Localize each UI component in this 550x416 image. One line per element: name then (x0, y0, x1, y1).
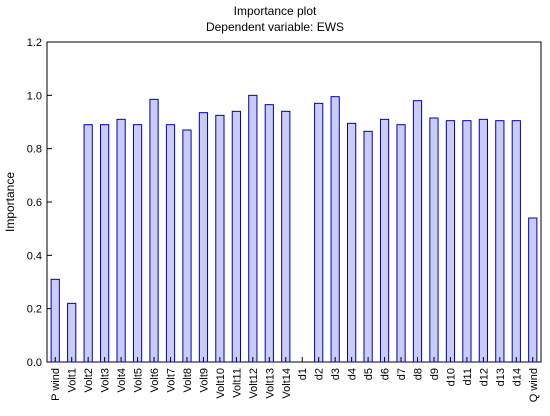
bar-volt9 (198, 112, 209, 363)
bar-q-wind (528, 217, 538, 363)
bar-d3 (330, 96, 340, 363)
bar-d13 (495, 120, 505, 363)
y-axis-label: Importance (3, 172, 17, 232)
chart-subtitle: Dependent variable: EWS (206, 20, 344, 34)
y-tick-label: 0.8 (27, 144, 42, 156)
x-tick-label: Volt8 (182, 368, 194, 392)
bar-d10 (445, 120, 456, 363)
x-tick-label: Volt5 (133, 368, 145, 392)
x-tick-label: Volt14 (281, 368, 293, 399)
x-tick-label: d13 (495, 368, 507, 386)
x-tick-label: d5 (363, 368, 375, 380)
bar-d7 (396, 124, 406, 363)
x-tick-label: P wind (50, 368, 62, 401)
bar-d2 (314, 102, 324, 363)
x-tick-label: Volt10 (215, 368, 227, 399)
bars-group (50, 94, 538, 363)
x-tick-label: d3 (330, 368, 342, 380)
bar-volt5 (132, 124, 143, 363)
bar-d14 (511, 120, 521, 363)
bar-d9 (429, 117, 439, 363)
bar-d6 (379, 118, 390, 363)
bar-d11 (462, 120, 472, 363)
bar-volt3 (100, 124, 110, 363)
bar-volt8 (182, 129, 192, 363)
x-tick-label: Q wind (528, 368, 540, 402)
x-tick-label: Volt6 (149, 368, 161, 392)
x-tick-label: Volt11 (231, 368, 243, 398)
y-tick-label: 1.0 (27, 90, 42, 102)
x-tick-label: d8 (413, 368, 425, 380)
y-tick-label: 0.6 (27, 197, 42, 209)
bar-d8 (412, 100, 423, 363)
y-tick-label: 1.2 (27, 37, 42, 49)
x-tick-label: d11 (462, 368, 474, 386)
x-tick-label: d2 (314, 368, 326, 380)
x-tick-label: Volt4 (116, 368, 128, 392)
x-tick-label: d7 (396, 368, 408, 380)
bar-d5 (363, 130, 373, 363)
x-tick-label: d12 (478, 368, 490, 386)
bar-volt2 (83, 124, 93, 363)
bar-d4 (347, 122, 357, 363)
bar-volt14 (281, 110, 291, 363)
bar-volt11 (231, 110, 241, 363)
x-tick-label: Volt1 (67, 368, 79, 392)
bar-volt13 (264, 104, 274, 363)
chart-title: Importance plot (234, 4, 317, 18)
x-tick-label: Volt9 (198, 368, 210, 392)
bar-d12 (478, 118, 488, 363)
x-axis-ticks: P wind Volt1 Volt2 Volt3 Volt4 Volt5 Volt6 Volt… (50, 357, 540, 402)
bar-volt12 (248, 94, 258, 363)
y-tick-label: 0.2 (27, 304, 42, 316)
y-tick-label: 0.4 (27, 250, 42, 262)
y-axis-ticks: 0.0 0.2 0.4 0.6 0.8 1.0 1.2 (27, 37, 52, 369)
x-tick-label: d1 (297, 368, 309, 380)
bar-volt7 (165, 124, 176, 363)
x-tick-label: Volt2 (83, 368, 95, 392)
x-tick-label: Volt7 (166, 368, 178, 392)
x-tick-label: d4 (347, 368, 359, 380)
x-tick-label: d9 (429, 368, 441, 380)
x-tick-label: Volt13 (264, 368, 276, 399)
x-tick-label: d10 (445, 368, 457, 386)
x-tick-label: Volt3 (100, 368, 112, 392)
y-tick-label: 0.0 (27, 357, 42, 369)
bar-volt4 (116, 118, 126, 363)
bar-volt10 (215, 114, 225, 363)
x-tick-label: d14 (511, 368, 523, 386)
bar-volt6 (149, 98, 159, 363)
bar-p-wind (50, 278, 60, 363)
x-tick-label: d6 (380, 368, 392, 380)
x-tick-label: Volt12 (248, 368, 260, 399)
bar-volt1 (67, 302, 77, 363)
